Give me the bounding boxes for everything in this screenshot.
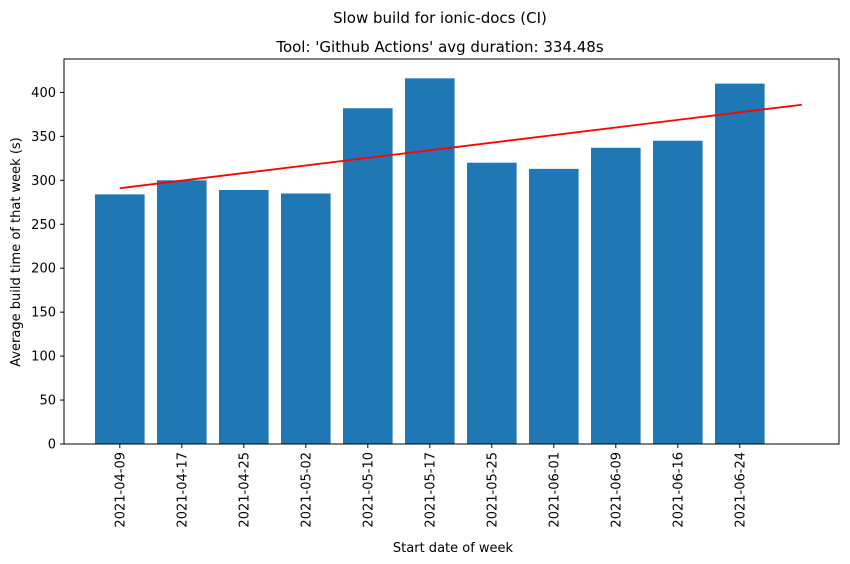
bar-2021-05-02 bbox=[281, 193, 331, 444]
x-tick-label: 2021-06-24 bbox=[733, 452, 748, 528]
bar-2021-05-17 bbox=[405, 78, 455, 445]
y-axis-label: Average build time of that week (s) bbox=[9, 137, 24, 367]
x-axis-label: Start date of week bbox=[393, 541, 514, 556]
x-tick-label: 2021-04-25 bbox=[237, 452, 252, 528]
y-tick-label: 250 bbox=[31, 218, 56, 233]
x-tick-label: 2021-04-09 bbox=[113, 452, 128, 528]
y-tick-label: 350 bbox=[31, 130, 56, 145]
x-tick-label: 2021-06-01 bbox=[547, 452, 562, 528]
bar-2021-06-01 bbox=[529, 168, 579, 444]
chart-title: Slow build for ionic-docs (CI) bbox=[333, 9, 547, 27]
x-tick-label: 2021-05-10 bbox=[361, 452, 376, 528]
y-tick-label: 150 bbox=[31, 306, 56, 321]
plot-area: 0 50 100 150 200 250 300 350 400 2021-04-09 2021-0… bbox=[31, 58, 840, 528]
x-tick-label: 2021-05-25 bbox=[485, 452, 500, 528]
x-tick-label: 2021-06-09 bbox=[609, 452, 624, 528]
bar-2021-06-24 bbox=[715, 83, 765, 444]
bar-2021-05-25 bbox=[467, 162, 517, 444]
trend-line bbox=[119, 103, 802, 190]
x-tick-label: 2021-05-17 bbox=[423, 452, 438, 528]
x-tick-label: 2021-05-02 bbox=[299, 452, 314, 528]
bar-2021-06-09 bbox=[591, 147, 641, 444]
bar-2021-04-09 bbox=[95, 194, 145, 444]
bar-2021-05-10 bbox=[343, 108, 393, 444]
y-tick-label: 100 bbox=[31, 350, 56, 365]
chart-subtitle: Tool: 'Github Actions' avg duration: 334… bbox=[275, 38, 604, 56]
plot-frame bbox=[63, 58, 840, 445]
bar-2021-04-25 bbox=[219, 189, 269, 444]
y-tick-label: 50 bbox=[39, 394, 56, 409]
bar-2021-06-16 bbox=[653, 140, 703, 444]
y-tick-label: 200 bbox=[31, 262, 56, 277]
y-tick-label: 300 bbox=[31, 174, 56, 189]
bar-2021-04-17 bbox=[157, 180, 207, 444]
x-tick-label: 2021-06-16 bbox=[671, 452, 686, 528]
y-tick-label: 0 bbox=[48, 438, 56, 453]
x-tick-label: 2021-04-17 bbox=[175, 452, 190, 528]
y-tick-label: 400 bbox=[31, 86, 56, 101]
